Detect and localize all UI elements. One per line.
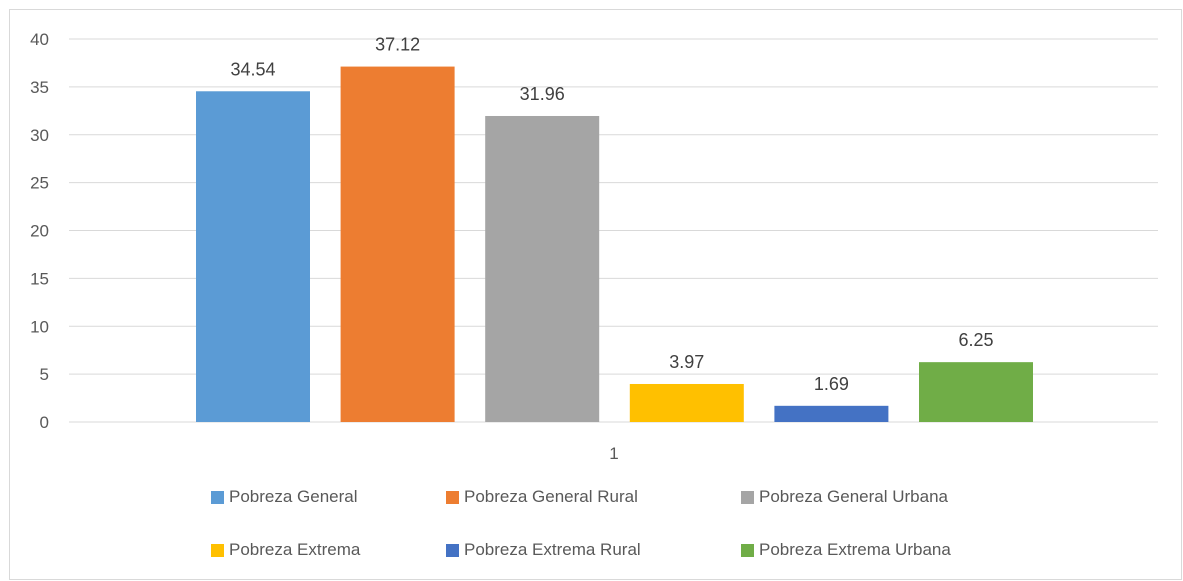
bar (485, 115, 600, 422)
legend-label: Pobreza Extrema Urbana (759, 540, 951, 559)
legend-swatch (741, 543, 754, 557)
legend-swatch (211, 490, 224, 504)
legend-swatch (211, 543, 224, 557)
legend-swatch (446, 543, 459, 557)
y-tick-label: 0 (40, 413, 49, 432)
data-label: 1.69 (814, 374, 849, 394)
bar (196, 91, 310, 422)
y-tick-label: 5 (40, 365, 49, 384)
data-labels: 34.54 37.12 31.96 3.97 1.69 6.25 (230, 35, 993, 394)
legend-item-pobreza-extrema-rural: Pobreza Extrema Rural (446, 538, 641, 562)
legend-item-pobreza-general-urbana: Pobreza General Urbana (741, 485, 948, 509)
bar-chart: 0 5 10 15 20 25 30 35 40 34.54 37.12 31.96 3.97 1.69… (30, 30, 1158, 463)
bar (919, 362, 1033, 422)
legend-label: Pobreza Extrema Rural (464, 540, 641, 559)
bars (196, 66, 1033, 423)
bar (340, 66, 455, 423)
y-tick-label: 10 (30, 317, 49, 336)
legend-item-pobreza-general-rural: Pobreza General Rural (446, 485, 638, 509)
legend-swatch (446, 490, 459, 504)
data-label: 37.12 (375, 35, 420, 55)
legend-label: Pobreza General (229, 487, 358, 506)
bar (774, 405, 889, 422)
data-label: 31.96 (520, 84, 565, 104)
y-tick-label: 30 (30, 126, 49, 145)
y-tick-label: 20 (30, 222, 49, 241)
legend-label: Pobreza Extrema (229, 540, 361, 559)
data-label: 3.97 (669, 352, 704, 372)
legend-item-pobreza-extrema-urbana: Pobreza Extrema Urbana (741, 538, 951, 562)
legend-item-pobreza-extrema: Pobreza Extrema (211, 538, 360, 562)
data-label: 6.25 (958, 330, 993, 350)
x-axis-ticks: 1 (609, 444, 618, 463)
y-tick-label: 25 (30, 174, 49, 193)
y-tick-label: 35 (30, 78, 49, 97)
legend-swatch (741, 490, 754, 504)
bar (629, 383, 744, 422)
x-tick-label: 1 (609, 444, 618, 463)
y-tick-label: 40 (30, 30, 49, 49)
y-tick-label: 15 (30, 269, 49, 288)
legend-label: Pobreza General Rural (464, 487, 638, 506)
y-axis-ticks: 0 5 10 15 20 25 30 35 40 (30, 30, 49, 432)
legend-item-pobreza-general: Pobreza General (211, 485, 358, 509)
legend-label: Pobreza General Urbana (759, 487, 949, 506)
data-label: 34.54 (230, 59, 275, 79)
